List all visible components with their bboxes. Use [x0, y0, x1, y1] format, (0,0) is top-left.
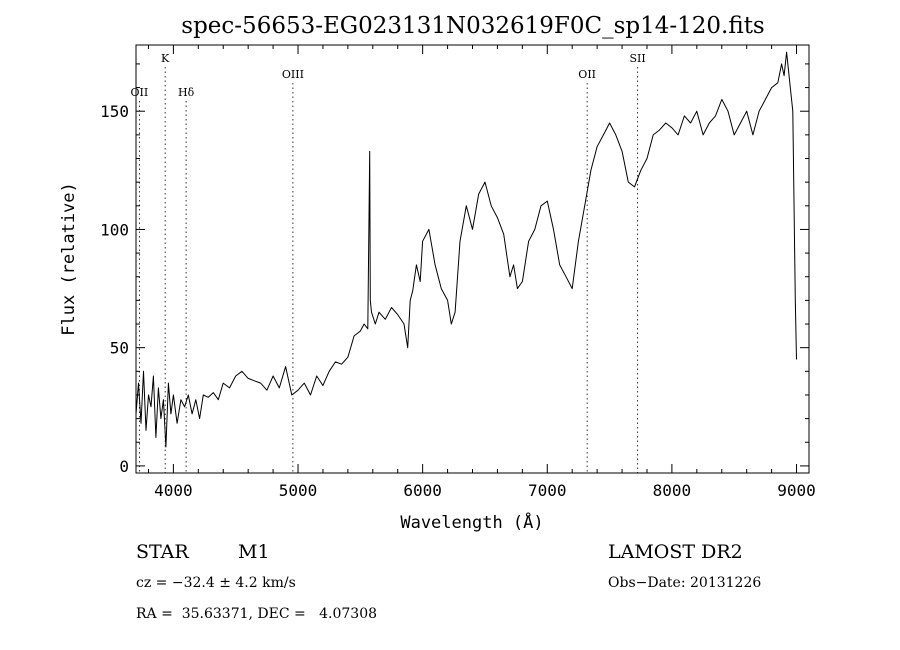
observation-date: Obs−Date: 20131226 — [608, 575, 762, 591]
axis-ticks: 4000 5000 6000 7000 8000 9000 0 50 100 150 — [100, 45, 816, 500]
x-tick-label: 6000 — [403, 481, 442, 500]
object-class: STAR — [136, 541, 189, 563]
survey-name: LAMOST DR2 — [608, 541, 743, 563]
x-tick-label: 9000 — [777, 481, 816, 500]
spectrum-line — [135, 51, 797, 448]
x-tick-label: 5000 — [279, 481, 318, 500]
y-tick-label: 150 — [100, 102, 129, 121]
sky-coordinates: RA = 35.63371, DEC = 4.07308 — [136, 606, 378, 622]
y-tick-label: 0 — [119, 457, 129, 476]
y-tick-label: 50 — [110, 339, 129, 358]
x-tick-label: 7000 — [528, 481, 567, 500]
y-axis-label: Flux (relative) — [59, 182, 79, 336]
line-marker-label: OII — [131, 86, 149, 99]
chart-title: spec-56653-EG023131N032619F0C_sp14-120.f… — [181, 13, 764, 39]
redshift-velocity: cz = −32.4 ± 4.2 km/s — [136, 575, 296, 591]
line-marker-label: OII — [578, 68, 596, 81]
x-tick-label: 8000 — [653, 481, 692, 500]
line-marker-label: Hδ — [178, 86, 195, 99]
plot-frame — [135, 44, 810, 474]
y-tick-label: 100 — [100, 220, 129, 239]
x-axis-label: Wavelength (Å) — [400, 511, 543, 533]
x-tick-label: 4000 — [154, 481, 193, 500]
line-markers: OII K Hδ OIII OII SII — [131, 52, 646, 473]
spectrum-series — [135, 51, 797, 448]
line-marker-label: OIII — [282, 68, 304, 81]
line-marker-label: K — [161, 52, 170, 65]
object-subclass: M1 — [238, 541, 270, 563]
line-marker-label: SII — [630, 52, 646, 65]
